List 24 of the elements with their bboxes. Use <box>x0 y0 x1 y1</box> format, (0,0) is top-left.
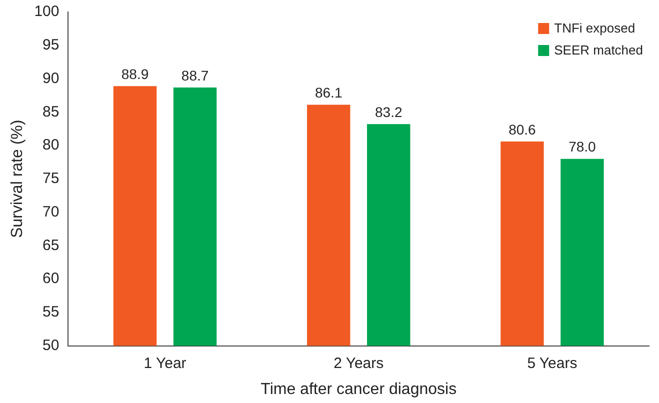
data-label: 83.2 <box>374 104 402 120</box>
x-axis-title: Time after cancer diagnosis <box>260 380 457 398</box>
data-label: 88.9 <box>121 66 149 82</box>
x-tick-label: 2 Years <box>334 354 384 372</box>
y-tick-label: 65 <box>42 236 60 254</box>
y-tick-label: 75 <box>42 170 60 188</box>
legend-label: TNFi exposed <box>554 20 636 36</box>
y-tick-label: 60 <box>42 270 60 288</box>
data-label: 86.1 <box>314 84 342 101</box>
x-tick-label: 5 Years <box>527 354 578 372</box>
data-label: 80.6 <box>508 121 536 138</box>
data-label: 78.0 <box>568 138 596 155</box>
y-tick-label: 55 <box>42 304 60 321</box>
y-tick-label: 50 <box>42 336 60 354</box>
x-tick-label: 1 Year <box>144 354 186 372</box>
y-tick-label: 95 <box>42 36 60 54</box>
y-tick-label: 80 <box>42 136 60 154</box>
data-label: 88.7 <box>181 67 209 84</box>
legend-label: SEER matched <box>554 42 643 58</box>
y-axis-title: Survival rate (%) <box>9 120 26 238</box>
y-tick-label: 70 <box>42 203 60 220</box>
y-tick-label: 100 <box>34 3 60 20</box>
y-tick-label: 85 <box>42 103 60 120</box>
y-tick-label: 90 <box>42 70 60 87</box>
